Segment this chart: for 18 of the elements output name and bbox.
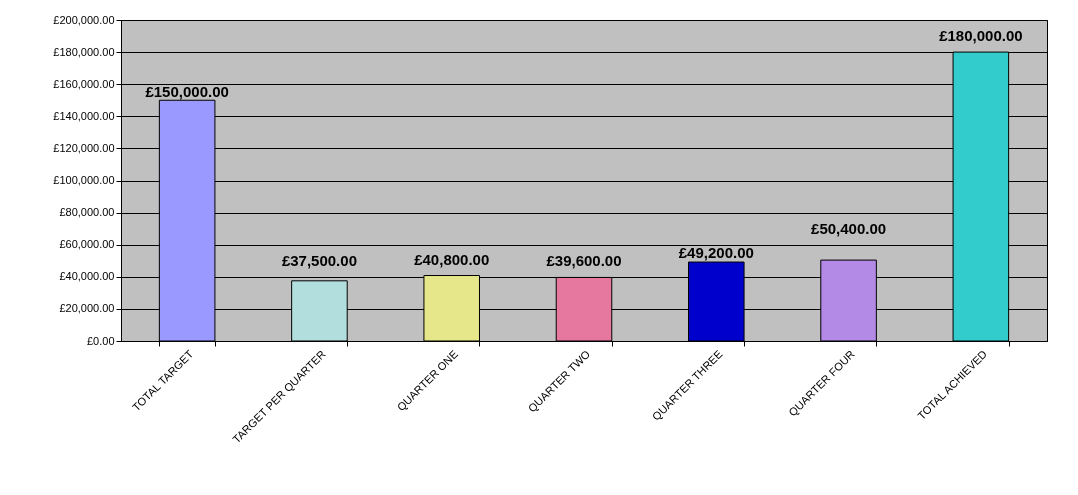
data-label: £49,200.00 bbox=[678, 244, 754, 262]
y-tick-label: £160,000.00 bbox=[53, 77, 115, 90]
y-tick-label: £20,000.00 bbox=[59, 302, 115, 315]
data-label: £180,000.00 bbox=[939, 27, 1023, 45]
y-tick-label: £80,000.00 bbox=[59, 206, 115, 219]
y-tick-label: £200,000.00 bbox=[53, 13, 115, 26]
y-tick-label: £0.00 bbox=[86, 334, 115, 347]
y-tick-label: £120,000.00 bbox=[53, 141, 115, 154]
y-tick-label: £180,000.00 bbox=[53, 45, 115, 58]
y-tick-label: £60,000.00 bbox=[59, 238, 115, 251]
data-label: £39,600.00 bbox=[546, 251, 622, 269]
data-label: £37,500.00 bbox=[281, 251, 357, 269]
data-label: £40,800.00 bbox=[414, 251, 490, 269]
y-tick-label: £100,000.00 bbox=[53, 174, 115, 186]
y-tick-label: £40,000.00 bbox=[59, 270, 115, 283]
data-label: £50,400.00 bbox=[811, 219, 887, 237]
y-tick-label: £140,000.00 bbox=[53, 109, 115, 122]
data-label: £150,000.00 bbox=[145, 83, 229, 101]
